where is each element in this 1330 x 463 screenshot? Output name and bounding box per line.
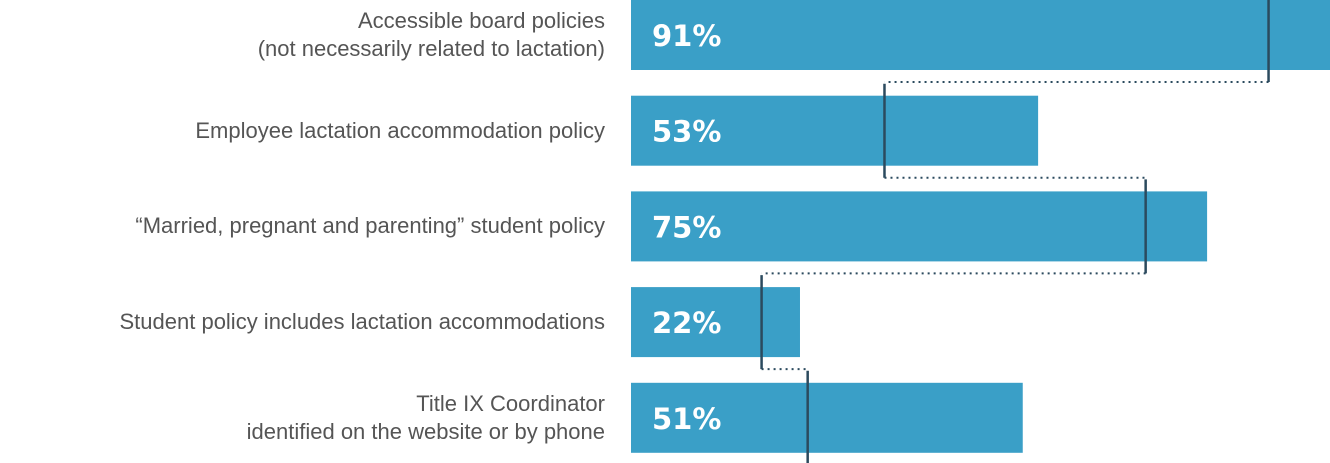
category-label: “Married, pregnant and parenting” studen… xyxy=(135,213,605,239)
bar xyxy=(631,287,800,358)
bar xyxy=(631,382,1023,453)
bar xyxy=(631,191,1208,262)
category-label: Title IX Coordinator identified on the w… xyxy=(246,390,605,444)
value-label: 75% xyxy=(652,210,721,244)
value-label: 91% xyxy=(652,19,721,53)
value-label: 51% xyxy=(652,402,721,436)
bar xyxy=(631,95,1039,166)
bar xyxy=(631,0,1330,70)
value-label: 22% xyxy=(652,306,721,340)
value-label: 53% xyxy=(652,115,721,149)
category-label: Accessible board policies (not necessari… xyxy=(257,8,605,61)
category-label: Employee lactation accommodation policy xyxy=(195,117,605,143)
category-label: Student policy includes lactation accomm… xyxy=(119,309,606,335)
